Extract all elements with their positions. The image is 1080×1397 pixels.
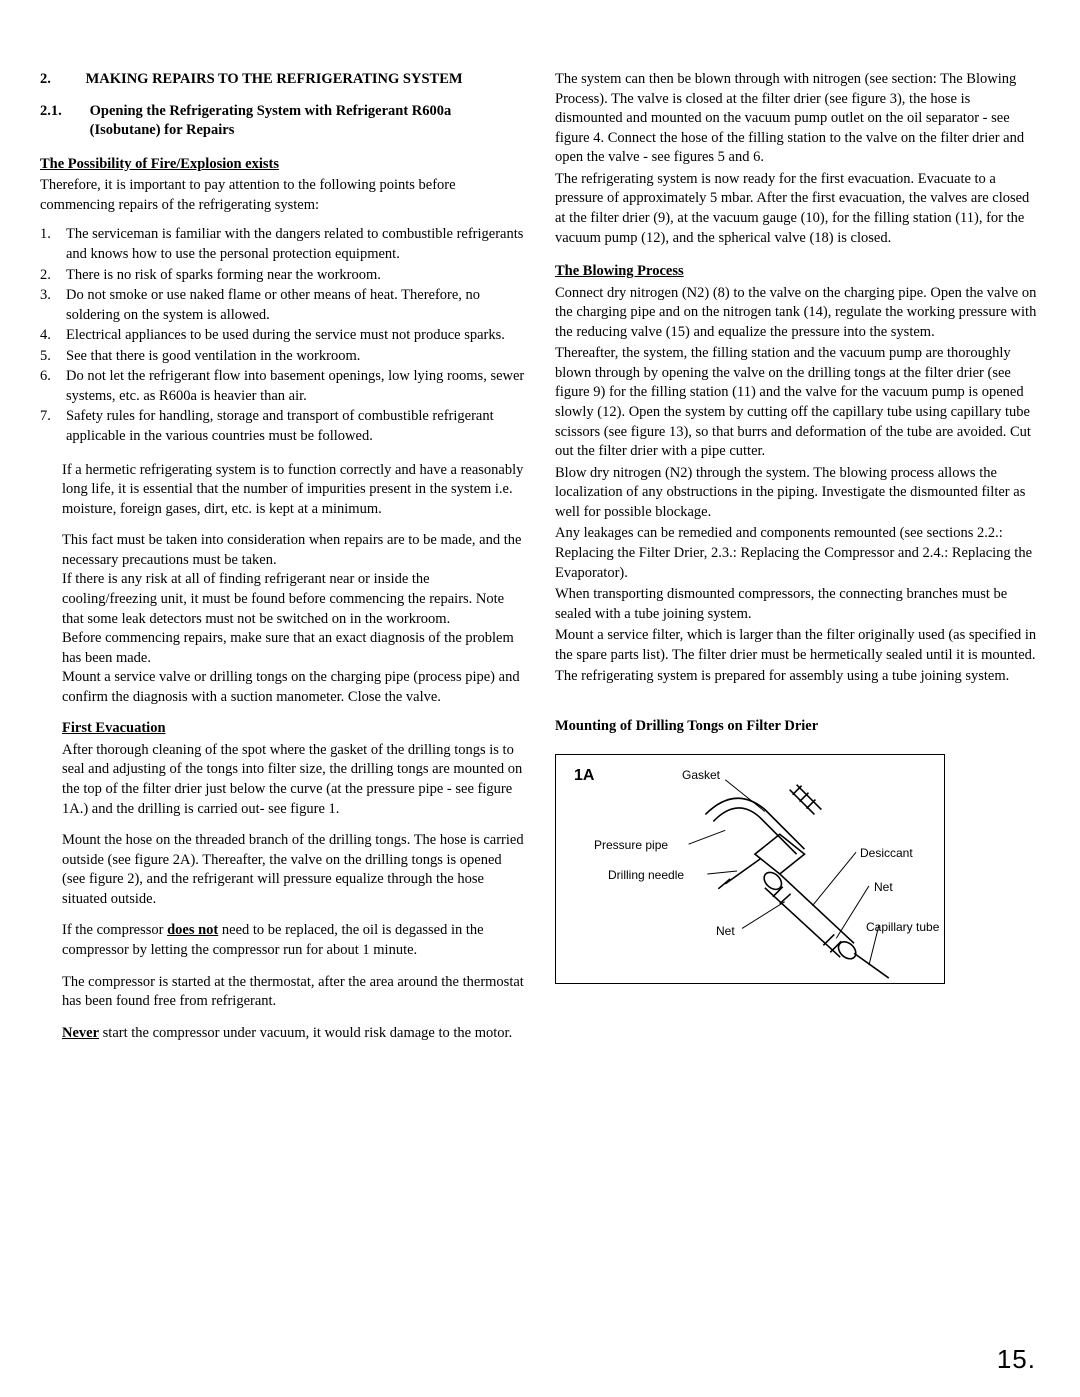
paragraph: Mount a service filter, which is larger … — [555, 626, 1040, 665]
label-desiccant: Desiccant — [860, 845, 913, 861]
label-drilling-needle: Drilling needle — [608, 867, 684, 883]
list-item: 2.There is no risk of sparks forming nea… — [40, 266, 525, 286]
figure-1a: 1A — [555, 754, 945, 984]
list-item: 7.Safety rules for handling, storage and… — [40, 407, 525, 446]
paragraph: The compressor is started at the thermos… — [62, 973, 525, 1012]
paragraph: The system can then be blown through wit… — [555, 70, 1040, 168]
blowing-process-heading: The Blowing Process — [555, 262, 1040, 282]
list-item: 1.The serviceman is familiar with the da… — [40, 225, 525, 264]
precautions-list: 1.The serviceman is familiar with the da… — [40, 225, 525, 446]
first-evacuation-heading: First Evacuation — [62, 719, 525, 739]
label-gasket: Gasket — [682, 767, 720, 783]
subsection-number: 2.1. — [40, 102, 82, 122]
paragraph: If the compressor does not need to be re… — [62, 921, 525, 960]
paragraph: The refrigerating system is now ready fo… — [555, 170, 1040, 248]
label-net-left: Net — [716, 923, 735, 939]
section-number: 2. — [40, 70, 82, 90]
label-capillary: Capillary tube — [866, 919, 939, 935]
first-evacuation-block: First Evacuation After thorough cleaning… — [40, 719, 525, 1043]
list-item: 5.See that there is good ventilation in … — [40, 347, 525, 367]
paragraph: Connect dry nitrogen (N2) (8) to the val… — [555, 284, 1040, 343]
never-emphasis: Never — [62, 1025, 99, 1041]
body-paragraphs: If a hermetic refrigerating system is to… — [40, 461, 525, 708]
list-item: 6.Do not let the refrigerant flow into b… — [40, 367, 525, 406]
label-net-right: Net — [874, 879, 893, 895]
figure-title: Mounting of Drilling Tongs on Filter Dri… — [555, 717, 1040, 737]
paragraph: Thereafter, the system, the filling stat… — [555, 344, 1040, 461]
fire-explosion-heading: The Possibility of Fire/Explosion exists — [40, 155, 525, 175]
list-item: 3.Do not smoke or use naked flame or oth… — [40, 286, 525, 325]
paragraph: Never start the compressor under vacuum,… — [62, 1024, 525, 1044]
paragraph: The refrigerating system is prepared for… — [555, 667, 1040, 687]
paragraph: If a hermetic refrigerating system is to… — [62, 461, 525, 520]
paragraph: When transporting dismounted compressors… — [555, 585, 1040, 624]
list-item: 4.Electrical appliances to be used durin… — [40, 326, 525, 346]
paragraph: This fact must be taken into considerati… — [62, 531, 525, 707]
section-heading: 2. MAKING REPAIRS TO THE REFRIGERATING S… — [40, 70, 525, 90]
page-number: 15. — [997, 1342, 1036, 1377]
section-title: MAKING REPAIRS TO THE REFRIGERATING SYST… — [86, 70, 511, 90]
paragraph: Any leakages can be remedied and compone… — [555, 524, 1040, 583]
fire-intro-text: Therefore, it is important to pay attent… — [40, 176, 525, 215]
subsection-title: Opening the Refrigerating System with Re… — [86, 102, 511, 141]
paragraph: After thorough cleaning of the spot wher… — [62, 741, 525, 819]
subsection-heading: 2.1. Opening the Refrigerating System wi… — [40, 102, 525, 141]
paragraph: Mount the hose on the threaded branch of… — [62, 831, 525, 909]
paragraph: Blow dry nitrogen (N2) through the syste… — [555, 464, 1040, 523]
does-not-emphasis: does not — [167, 922, 218, 938]
label-pressure-pipe: Pressure pipe — [594, 837, 668, 853]
